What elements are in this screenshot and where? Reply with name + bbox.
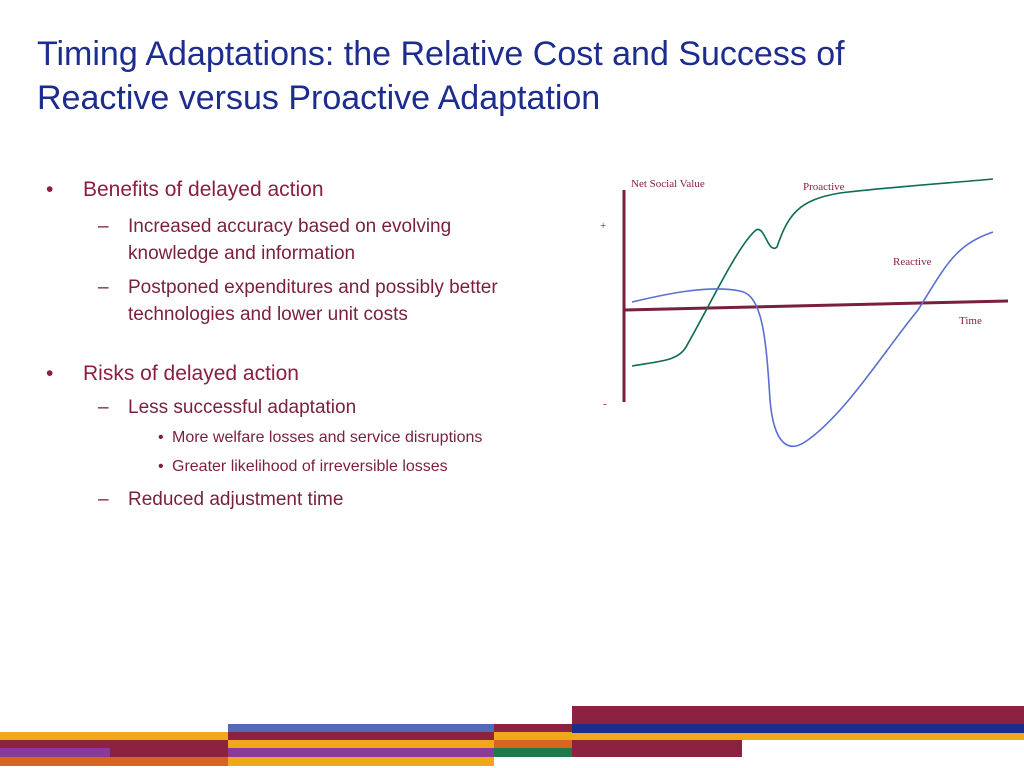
dash-icon: – <box>98 489 109 510</box>
dash-icon: – <box>98 216 109 237</box>
reactive-label: Reactive <box>893 256 932 268</box>
stripe <box>572 724 1024 733</box>
stripe <box>228 740 494 748</box>
sub-bullet-adjustment: – Reduced adjustment time <box>44 486 584 513</box>
stripe <box>0 748 110 757</box>
reactive-curve <box>631 231 994 448</box>
x-axis <box>623 299 1009 312</box>
sub-bullet-adjustment-text: Reduced adjustment time <box>128 489 344 510</box>
sub-bullet-accuracy: – Increased accuracy based on evolving k… <box>44 213 528 267</box>
dash-icon: – <box>98 277 109 298</box>
sub-sub-bullet-irreversible: • Greater likelihood of irreversible los… <box>44 456 584 478</box>
stripe <box>110 748 228 757</box>
y-axis-label: Net Social Value <box>631 178 705 190</box>
proactive-label: Proactive <box>803 181 845 193</box>
stripe <box>572 706 1024 724</box>
dash-icon: – <box>98 397 109 418</box>
bullet-benefits: • Benefits of delayed action <box>44 176 584 203</box>
slide-title-line-1: Timing Adaptations: the Relative Cost an… <box>37 35 845 73</box>
slide-title-line-2: Reactive versus Proactive Adaptation <box>37 79 601 117</box>
stripe <box>0 740 228 748</box>
plus-sign-label: + <box>600 220 606 232</box>
sub-sub-bullet-irreversible-text: Greater likelihood of irreversible losse… <box>172 458 448 475</box>
stripe <box>494 748 572 757</box>
sub-sub-bullet-welfare: • More welfare losses and service disrup… <box>44 427 584 449</box>
stripe <box>228 757 494 766</box>
sub-bullet-expenditures: – Postponed expenditures and possibly be… <box>44 274 568 328</box>
bullet-list: • Benefits of delayed action – Increased… <box>44 176 584 513</box>
stripe <box>0 757 228 766</box>
stripe <box>228 748 494 757</box>
bullet-dot-icon: • <box>158 429 164 446</box>
sub-bullet-expenditures-text: Postponed expenditures and possibly bett… <box>128 277 498 325</box>
sub-bullet-less-successful: – Less successful adaptation <box>44 394 584 421</box>
bullet-risks-heading: Risks of delayed action <box>83 362 299 385</box>
sub-bullet-accuracy-text: Increased accuracy based on evolving kno… <box>128 216 452 264</box>
slide-title: Timing Adaptations: the Relative Cost an… <box>37 32 997 120</box>
bullet-dot-icon: • <box>46 178 54 201</box>
sub-bullet-less-successful-text: Less successful adaptation <box>128 397 357 418</box>
stripe <box>228 724 494 732</box>
stripe <box>494 740 572 748</box>
stripe <box>494 732 572 740</box>
x-axis-label: Time <box>959 315 982 327</box>
footer-stripes <box>0 706 1024 766</box>
bullet-benefits-heading: Benefits of delayed action <box>83 178 324 201</box>
stripe <box>572 733 1024 740</box>
timing-diagram: Net Social Value + - Proactive Reactive … <box>600 178 1009 448</box>
bullet-dot-icon: • <box>158 458 164 475</box>
sub-sub-bullet-welfare-text: More welfare losses and service disrupti… <box>172 429 483 446</box>
stripe <box>572 740 742 757</box>
minus-sign-label: - <box>603 398 607 410</box>
stripe <box>228 732 494 740</box>
proactive-curve <box>631 178 994 367</box>
bullet-risks: • Risks of delayed action <box>44 360 584 387</box>
stripe <box>494 724 572 732</box>
bullet-dot-icon: • <box>46 362 54 385</box>
stripe <box>0 732 228 740</box>
